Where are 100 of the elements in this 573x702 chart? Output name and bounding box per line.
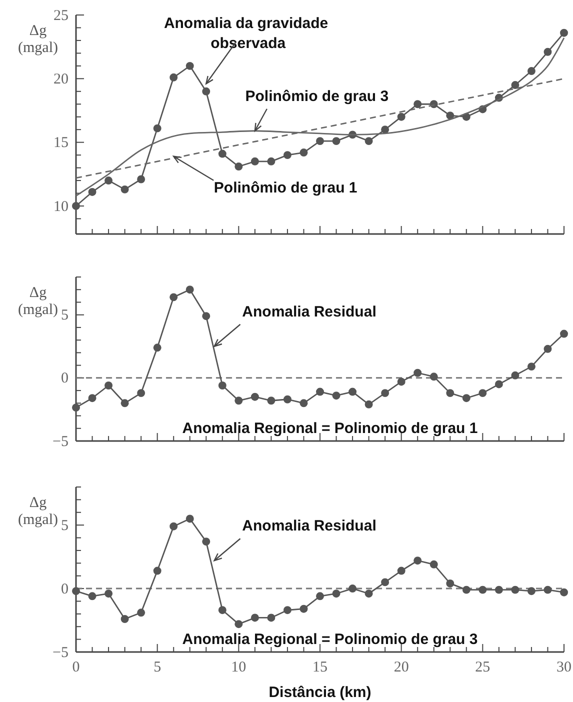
annotation: Polinômio de grau 1 — [214, 179, 358, 196]
point — [234, 162, 243, 170]
point — [267, 157, 276, 166]
point — [218, 606, 226, 614]
y-tick-label: 0 — [61, 370, 68, 387]
point — [316, 388, 324, 396]
point — [234, 396, 243, 405]
point — [300, 604, 308, 613]
x-tick-label: 10 — [231, 660, 246, 676]
point — [348, 388, 357, 396]
point — [560, 330, 568, 338]
point — [560, 28, 568, 37]
y-axis-title: Δg (mgal) — [18, 23, 58, 56]
point — [170, 522, 178, 530]
point — [446, 579, 454, 588]
point — [120, 185, 129, 194]
point — [88, 188, 96, 196]
x-tick-label: 15 — [312, 660, 328, 676]
point — [544, 586, 552, 594]
point — [104, 590, 113, 598]
point — [170, 293, 178, 302]
point — [137, 608, 146, 617]
ref-line-label: Anomalia Regional = Polinomio de grau 1 — [182, 420, 478, 437]
point — [544, 48, 552, 56]
y-tick-label: 5 — [61, 308, 68, 324]
point — [186, 62, 194, 70]
ref-line-label: Anomalia Regional = Polinomio de grau 3 — [182, 631, 478, 648]
x-axis-title: Distância (km) — [268, 684, 372, 701]
point — [170, 73, 178, 82]
point — [300, 399, 308, 408]
point — [153, 566, 162, 575]
point — [72, 587, 80, 596]
point — [511, 586, 520, 594]
point — [72, 202, 80, 210]
point — [104, 176, 113, 185]
point — [137, 389, 146, 398]
y-tick-label: 25 — [54, 8, 68, 24]
point — [527, 587, 536, 596]
x-tick-label: 20 — [394, 660, 409, 676]
point — [218, 382, 226, 390]
y-tick-label: −5 — [52, 644, 68, 661]
point — [202, 87, 210, 96]
point — [397, 378, 406, 386]
point — [267, 396, 276, 405]
x-tick-label: 30 — [556, 660, 572, 676]
point — [283, 151, 292, 160]
point — [137, 175, 146, 184]
point — [72, 404, 80, 412]
x-tick-label: 0 — [72, 660, 80, 676]
point — [414, 368, 422, 377]
y-tick-label: 0 — [61, 581, 68, 598]
point — [430, 372, 438, 381]
point — [202, 312, 210, 320]
point — [462, 586, 470, 594]
point — [120, 615, 129, 623]
point — [88, 592, 96, 600]
point — [397, 566, 406, 575]
point — [283, 395, 292, 404]
annotation: Anomalia Residual — [242, 518, 376, 535]
point — [300, 148, 308, 156]
point — [446, 112, 454, 120]
point — [397, 112, 406, 121]
point — [478, 389, 487, 398]
point — [511, 371, 520, 380]
point — [88, 394, 96, 402]
point — [494, 380, 503, 388]
point — [446, 389, 454, 398]
point — [414, 100, 422, 108]
point — [364, 400, 373, 408]
point — [250, 157, 259, 166]
point — [332, 137, 340, 146]
point — [364, 590, 373, 598]
annotation: Polinômio de grau 3 — [245, 88, 389, 105]
point — [153, 344, 162, 352]
point — [316, 137, 324, 146]
point — [283, 606, 292, 614]
y-axis-title: Δg (mgal) — [18, 495, 58, 528]
point — [267, 614, 276, 622]
point — [494, 586, 503, 594]
y-tick-label: 15 — [54, 135, 68, 152]
point — [381, 578, 390, 586]
point — [348, 584, 357, 593]
point — [234, 620, 243, 628]
point — [364, 137, 373, 146]
point — [527, 362, 536, 371]
point — [544, 344, 552, 353]
point — [527, 67, 536, 76]
point — [218, 150, 226, 158]
annotation: Anomalia da gravidade observada — [164, 14, 332, 52]
point — [511, 81, 520, 90]
y-tick-label: −5 — [52, 434, 68, 450]
x-tick-label: 25 — [475, 660, 490, 676]
y-tick-label: 10 — [54, 198, 68, 215]
point — [462, 394, 470, 402]
annotation: Anomalia Residual — [242, 303, 376, 320]
y-tick-label: 5 — [61, 518, 68, 534]
point — [250, 392, 259, 401]
point — [202, 538, 210, 546]
point — [414, 556, 422, 565]
x-tick-label: 5 — [154, 660, 162, 676]
